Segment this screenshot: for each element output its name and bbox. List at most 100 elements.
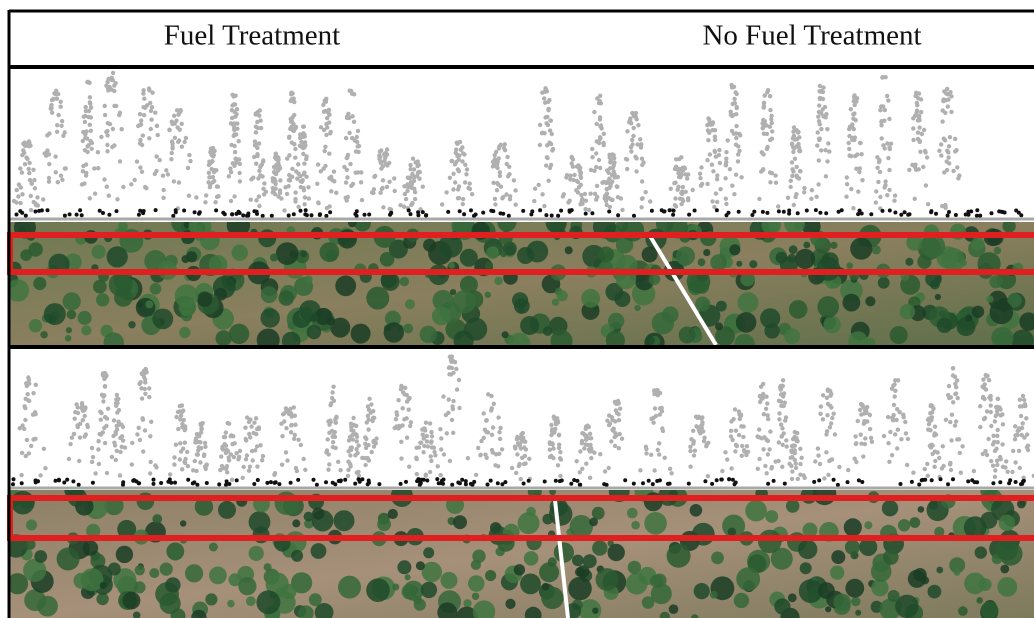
lidar-point (216, 194, 220, 198)
lidar-point (513, 188, 517, 192)
lidar-point (352, 92, 356, 96)
lidar-point (261, 158, 265, 162)
lidar-point (51, 97, 55, 101)
lidar-point (373, 174, 377, 178)
lidar-ground-point (616, 213, 620, 217)
tree-crown (160, 563, 173, 576)
lidar-ground-point (929, 210, 933, 214)
lidar-point (349, 89, 353, 93)
lidar-ground-point (287, 214, 291, 218)
lidar-ground-point (299, 209, 303, 213)
lidar-point (102, 177, 106, 181)
tree-crown (256, 590, 280, 614)
lidar-ground-point (198, 210, 202, 214)
tree-crown (423, 239, 436, 252)
lidar-point (455, 387, 459, 391)
lidar-ground-point (923, 478, 927, 482)
tree-crown (304, 275, 312, 283)
lidar-point (991, 464, 995, 468)
lidar-point (777, 411, 781, 415)
lidar-point (937, 149, 941, 153)
lidar-point (861, 454, 865, 458)
lidar-ground-point (818, 211, 822, 215)
lidar-point (345, 175, 349, 179)
tree-crown (997, 577, 1017, 597)
lidar-point (161, 188, 165, 192)
tree-crown (264, 563, 272, 571)
lidar-point (514, 471, 518, 475)
lidar-point (602, 132, 606, 136)
tree-crown (249, 546, 264, 561)
lidar-point (951, 400, 955, 404)
lidar-point (412, 167, 416, 171)
lidar-point (910, 163, 914, 167)
lidar-point (234, 132, 238, 136)
lidar-point (328, 131, 332, 135)
lidar-point (86, 143, 90, 147)
lidar-point (732, 132, 736, 136)
tree-crown (758, 530, 782, 554)
tree-crown (592, 608, 598, 614)
lidar-point (465, 167, 469, 171)
lidar-point (784, 415, 788, 419)
lidar-point (954, 385, 958, 389)
lidar-point (786, 196, 790, 200)
lidar-point (795, 165, 799, 169)
tree-crown (135, 565, 145, 575)
lidar-point (296, 205, 300, 209)
lidar-point (892, 403, 896, 407)
lidar-point (108, 85, 112, 89)
lidar-point (180, 425, 184, 429)
tree-crown (186, 251, 197, 262)
lidar-ground-point (787, 212, 791, 216)
lidar-point (367, 397, 371, 401)
lidar-point (865, 405, 869, 409)
tree-crown (165, 577, 180, 592)
lidar-point (513, 445, 517, 449)
lidar-point (142, 113, 146, 117)
lidar-point (999, 413, 1003, 417)
tree-crown (596, 568, 619, 591)
lidar-point (826, 141, 830, 145)
lidar-point (177, 138, 181, 142)
lidar-ground-point (101, 211, 105, 215)
lidar-point (911, 116, 915, 120)
tree-crown (26, 520, 37, 531)
lidar-point (740, 454, 744, 458)
lidar-point (887, 188, 891, 192)
lidar-point (110, 145, 114, 149)
lidar-point (790, 174, 794, 178)
lidar-point (773, 459, 777, 463)
lidar-point (250, 449, 254, 453)
lidar-point (1026, 448, 1030, 452)
lidar-point (316, 162, 320, 166)
lidar-point (323, 145, 327, 149)
lidar-point (956, 396, 960, 400)
lidar-point (221, 447, 225, 451)
lidar-point (482, 411, 486, 415)
lidar-point (706, 474, 710, 478)
lidar-point (121, 185, 125, 189)
lidar-point (299, 443, 303, 447)
lidar-point (284, 450, 288, 454)
lidar-point (164, 168, 168, 172)
lidar-ground-point (881, 209, 885, 213)
lidar-point (178, 441, 182, 445)
lidar-point (946, 104, 950, 108)
lidar-point (520, 439, 524, 443)
lidar-ground-point (710, 482, 714, 486)
lidar-point (699, 417, 703, 421)
tree-crown (232, 245, 248, 261)
lidar-point (620, 208, 624, 212)
lidar-point (55, 123, 59, 127)
lidar-ground-point (57, 478, 61, 482)
tree-crown (898, 519, 910, 531)
lidar-point (29, 444, 33, 448)
lidar-ground-point (355, 214, 359, 218)
lidar-point (940, 119, 944, 123)
lidar-point (325, 116, 329, 120)
lidar-point (154, 169, 158, 173)
lidar-point (845, 182, 849, 186)
lidar-point (105, 471, 109, 475)
lidar-ground-point (910, 480, 914, 484)
